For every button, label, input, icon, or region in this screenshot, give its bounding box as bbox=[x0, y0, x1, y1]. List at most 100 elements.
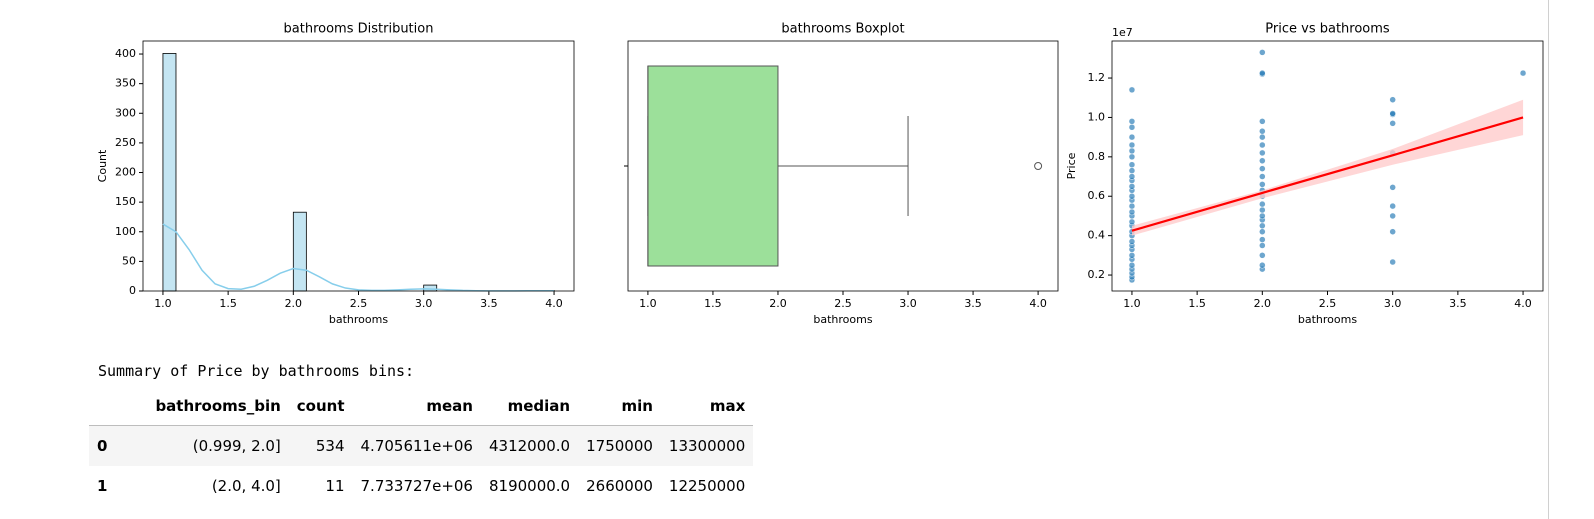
y-tick-label: 1.2 bbox=[1088, 71, 1106, 84]
panel-edge bbox=[1548, 0, 1549, 519]
x-tick-label: 3.5 bbox=[480, 297, 498, 310]
histogram-bar bbox=[162, 53, 177, 292]
y-tick-label: 100 bbox=[115, 225, 136, 238]
box bbox=[647, 65, 779, 267]
y-tick-label: 1.0 bbox=[1088, 110, 1106, 123]
y-tick-label: 50 bbox=[122, 254, 136, 267]
table-cell: 11 bbox=[325, 477, 345, 495]
column-header: mean bbox=[352, 387, 481, 426]
scatter-point bbox=[1259, 141, 1266, 149]
x-tick-label: 2.5 bbox=[834, 297, 852, 310]
x-tick-label: 2.0 bbox=[1254, 297, 1272, 310]
x-tick-label: 3.0 bbox=[415, 297, 433, 310]
scatter-point bbox=[1128, 86, 1136, 94]
scatter-point bbox=[1128, 153, 1136, 161]
scatter-point bbox=[1128, 183, 1136, 190]
y-tick-label: 0 bbox=[129, 284, 136, 297]
chart-title: bathrooms Distribution bbox=[284, 22, 434, 37]
table-cell: 12250000 bbox=[668, 477, 746, 495]
x-tick-label: 1.0 bbox=[639, 297, 657, 310]
column-header: bathrooms_bin bbox=[147, 387, 289, 426]
scatter-point bbox=[1389, 202, 1396, 210]
scatter-point bbox=[1259, 261, 1266, 269]
y-axis-label: Count bbox=[96, 149, 109, 182]
scatter-point bbox=[1259, 252, 1266, 259]
confidence-band bbox=[1131, 99, 1524, 236]
x-tick-label: 1.5 bbox=[219, 297, 237, 310]
scatter-point bbox=[1128, 218, 1136, 226]
x-tick-label: 1.0 bbox=[154, 297, 172, 310]
charts: bathrooms Distribution bathrooms Count 1.0 1… bbox=[96, 22, 1544, 326]
scatter-point bbox=[1389, 212, 1396, 220]
scatter-point bbox=[1259, 118, 1266, 125]
x-tick-label: 2.0 bbox=[769, 297, 787, 310]
scatter-point bbox=[1389, 120, 1396, 127]
scatter-point bbox=[1128, 192, 1136, 200]
y-tick-label: 250 bbox=[115, 136, 136, 149]
scatter-point bbox=[1519, 69, 1527, 77]
table-cell: 7.733727e+06 bbox=[360, 477, 473, 495]
y-tick-label: 150 bbox=[115, 195, 136, 208]
x-tick-label: 2.5 bbox=[350, 297, 368, 310]
regression-line bbox=[1131, 116, 1524, 232]
chart-title: Price vs bathrooms bbox=[1265, 22, 1390, 37]
scatter-point bbox=[1259, 222, 1266, 230]
scatter-point bbox=[1128, 124, 1136, 131]
table-cell: (2.0, 4.0] bbox=[211, 477, 281, 495]
axes-frame bbox=[142, 40, 575, 292]
row-index: 1 bbox=[97, 477, 108, 495]
axes-frame bbox=[1111, 40, 1544, 292]
x-axis-label: bathrooms bbox=[813, 313, 872, 326]
table-row: 0 (0.999, 2.0] 534 4.705611e+06 4312000.0 175… bbox=[89, 425, 754, 466]
y-tick-label: 300 bbox=[115, 106, 136, 119]
scatter-point bbox=[1259, 200, 1266, 208]
column-header: max bbox=[660, 387, 754, 426]
x-tick-label: 3.0 bbox=[1384, 297, 1402, 310]
column-header: min bbox=[578, 387, 661, 426]
scatter-point bbox=[1259, 69, 1266, 77]
table-cell: 13300000 bbox=[668, 437, 746, 455]
histogram-bar bbox=[423, 284, 438, 292]
kde-line bbox=[162, 223, 555, 292]
scatter-point bbox=[1259, 173, 1266, 180]
scatter-point bbox=[1259, 242, 1266, 249]
y-tick-label: 0.2 bbox=[1088, 268, 1106, 281]
outlier bbox=[1034, 162, 1043, 170]
scatter-point bbox=[1259, 127, 1266, 135]
x-tick-label: 2.5 bbox=[1319, 297, 1337, 310]
scatter-point bbox=[1259, 165, 1266, 172]
x-tick-label: 2.0 bbox=[285, 297, 303, 310]
x-tick-label: 4.0 bbox=[545, 297, 563, 310]
row-index: 0 bbox=[97, 437, 108, 455]
x-tick-label: 1.5 bbox=[704, 297, 722, 310]
y-tick-label: 0.4 bbox=[1088, 229, 1106, 242]
chart-title: bathrooms Boxplot bbox=[781, 22, 904, 37]
scatter-point bbox=[1259, 49, 1266, 56]
y-axis-label: Price bbox=[1065, 152, 1078, 179]
y-tick-label: 0.8 bbox=[1088, 150, 1106, 163]
scatter-point bbox=[1259, 236, 1266, 243]
scatter-point bbox=[1259, 181, 1266, 188]
x-tick-label: 4.0 bbox=[1029, 297, 1047, 310]
table-cell: 4312000.0 bbox=[488, 437, 571, 455]
scatter-point bbox=[1128, 141, 1136, 149]
offset-label: 1e7 bbox=[1112, 26, 1133, 39]
scatter-point bbox=[1128, 118, 1136, 125]
x-axis-label: bathrooms bbox=[1298, 313, 1357, 326]
scatter-point bbox=[1389, 228, 1396, 235]
x-tick-label: 1.5 bbox=[1188, 297, 1206, 310]
y-tick-label: 0.6 bbox=[1088, 189, 1106, 202]
x-tick-label: 1.0 bbox=[1123, 297, 1141, 310]
table-cell: 534 bbox=[315, 437, 345, 455]
axes-frame bbox=[627, 40, 1059, 292]
scatter-point bbox=[1128, 238, 1136, 245]
scatter-point bbox=[1128, 133, 1136, 141]
scatter-point bbox=[1259, 157, 1266, 165]
scatter-point bbox=[1128, 147, 1136, 155]
header-row: bathrooms_bin count mean median min max bbox=[89, 387, 754, 426]
scatter-point bbox=[1389, 110, 1396, 117]
output-text: Summary of Price by bathrooms bins: bbox=[98, 362, 415, 380]
scatter-point bbox=[1259, 212, 1266, 220]
scatter-point bbox=[1128, 261, 1136, 269]
